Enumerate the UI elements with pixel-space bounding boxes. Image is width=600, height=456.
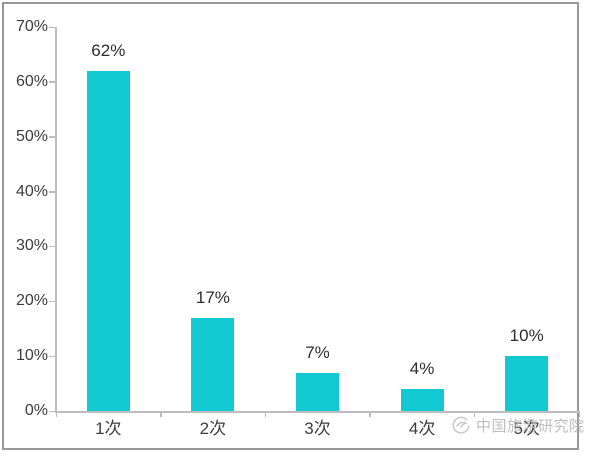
- y-axis-tick: [49, 300, 56, 303]
- x-axis-tick: [369, 411, 371, 417]
- x-axis-tick: [55, 411, 57, 417]
- y-tick-label: 70%: [15, 18, 48, 35]
- y-tick-label: 0%: [24, 402, 48, 419]
- bar-value-label: 7%: [305, 342, 330, 362]
- y-axis-tick: [49, 191, 56, 193]
- y-tick-label: 30%: [15, 237, 48, 255]
- bar-value-label: 62%: [91, 40, 126, 60]
- watermark: 中国旅游研究院: [450, 412, 585, 438]
- y-axis-tick: [49, 355, 56, 358]
- y-axis-tick: [49, 410, 56, 412]
- x-axis-line: [55, 411, 579, 413]
- x-tick-label-2次: 2次: [199, 419, 227, 438]
- y-axis-tick: [49, 136, 56, 138]
- bar-value-label: 4%: [409, 359, 435, 379]
- y-tick-label: 60%: [15, 72, 48, 90]
- bar-4次: [400, 389, 444, 411]
- y-axis-tick: [49, 245, 56, 248]
- y-axis-tick: [49, 26, 56, 28]
- y-axis-line: [55, 27, 57, 411]
- x-tick-label-3次: 3次: [304, 419, 331, 438]
- bar-value-label: 17%: [195, 287, 230, 307]
- x-tick-label-5次: 5次: [513, 419, 540, 438]
- x-axis-tick: [160, 411, 162, 417]
- x-tick-label-1次: 1次: [95, 419, 122, 438]
- x-axis-tick: [578, 411, 580, 417]
- x-axis-tick: [264, 411, 267, 417]
- bar-value-label: 10%: [509, 326, 544, 346]
- bar-3次: [296, 372, 339, 411]
- watermark-text: 中国旅游研究院: [476, 417, 585, 435]
- x-tick-label-4次: 4次: [408, 419, 436, 438]
- bar-5次: [505, 356, 549, 411]
- y-tick-label: 20%: [15, 292, 48, 310]
- y-tick-label: 50%: [15, 127, 48, 145]
- bar-2次: [191, 317, 235, 411]
- bar-1次: [86, 70, 130, 411]
- china-tourism-academy-logo-icon: [452, 416, 470, 434]
- y-tick-label: 40%: [15, 182, 48, 200]
- y-axis-tick: [49, 81, 56, 83]
- x-axis-tick: [473, 411, 476, 417]
- y-tick-label: 10%: [15, 347, 48, 365]
